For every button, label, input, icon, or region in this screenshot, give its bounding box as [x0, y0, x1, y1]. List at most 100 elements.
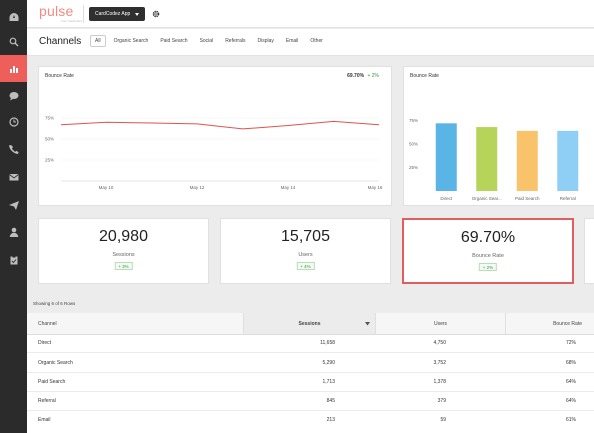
bar	[476, 127, 498, 191]
rows-info: Showing 6 of 6 Rows	[33, 301, 76, 306]
sidebar-item-users[interactable]	[0, 218, 27, 245]
cell-users: 1,378	[433, 378, 446, 385]
kpi-sessions[interactable]: 20,980 Sessions + 3%	[38, 218, 209, 284]
tab-other[interactable]: Other	[310, 38, 323, 44]
cell-bounce-rate: 61%	[565, 416, 576, 423]
bar-chart: 75% 50% 25% Direct Organic Sear... Paid Searc…	[409, 118, 579, 201]
cell-sessions: 11,658	[320, 339, 335, 346]
cell-users: 4,750	[433, 339, 446, 346]
tab-email[interactable]: Email	[285, 38, 299, 44]
row-divider	[27, 391, 594, 392]
y-tick-label: 25%	[45, 158, 54, 163]
cell-channel: Organic Search	[38, 359, 73, 366]
kpi-bounce-rate[interactable]: 69.70% Bounce Rate + 2%	[402, 218, 574, 284]
sort-desc-icon[interactable]	[365, 322, 370, 326]
kpi-delta-badge: + 3%	[114, 262, 133, 270]
sidebar	[0, 0, 27, 433]
sidebar-item-send[interactable]	[0, 191, 27, 218]
sidebar-item-chat[interactable]	[0, 82, 27, 109]
cell-sessions: 845	[326, 397, 335, 404]
clock-icon	[8, 116, 19, 127]
line-chart: 75% 50% 25% May 10 May 12 May 14 May 16	[45, 116, 383, 191]
app-selector-dropdown[interactable]: CardCodez App	[89, 7, 146, 21]
bounce-rate-line-card: Bounce Rate 69.70% + 2% 75% 50% 25% May 10 M…	[38, 66, 392, 206]
kpi-delta-badge: + 2%	[478, 263, 498, 271]
bar	[435, 123, 457, 191]
sidebar-item-tasks[interactable]	[0, 246, 27, 273]
y-tick-label: 50%	[409, 142, 418, 147]
cell-users: 379	[437, 397, 446, 404]
cell-bounce-rate: 64%	[565, 378, 576, 385]
bar-card-title: Bounce Rate	[410, 73, 439, 79]
x-tick-label: May 10	[99, 185, 114, 190]
bounce-rate-summary: 69.70% + 2%	[347, 73, 379, 79]
app-selector-label: CardCodez App	[95, 11, 131, 17]
x-tick-label: Paid Search	[515, 196, 540, 201]
sidebar-item-mail[interactable]	[0, 163, 27, 190]
cell-users: 59	[440, 416, 446, 423]
column-header-users[interactable]: Users	[376, 313, 506, 335]
dashboard-icon	[9, 12, 18, 21]
sidebar-item-history[interactable]	[0, 108, 27, 135]
x-tick-label: May 12	[190, 185, 205, 190]
column-header-channel[interactable]: Channel	[27, 313, 244, 335]
cell-channel: Paid Search	[38, 378, 66, 385]
tab-organic-search[interactable]: Organic Search	[113, 38, 149, 44]
row-divider	[27, 372, 594, 373]
tab-display[interactable]: Display	[257, 38, 274, 44]
channel-tabs: All Organic Search Paid Search Social Re…	[90, 35, 331, 47]
column-header-sessions[interactable]: Sessions	[244, 313, 376, 335]
series-line	[60, 120, 380, 130]
bounce-rate-delta: + 2%	[367, 73, 379, 79]
search-icon	[9, 37, 18, 46]
top-bar: pulse from Cardcodez CardCodez App	[27, 0, 594, 28]
bounce-rate-value: 69.70%	[347, 73, 365, 79]
kpi-label: Bounce Rate	[472, 253, 504, 259]
kpi-value: 20,980	[99, 228, 148, 245]
bar	[516, 130, 538, 191]
channels-bar: Channels All Organic Search Paid Search …	[27, 29, 594, 56]
y-tick-label: 25%	[409, 165, 418, 170]
caret-down-icon	[135, 12, 140, 16]
tab-referrals[interactable]: Referrals	[225, 38, 246, 44]
gear-icon[interactable]	[152, 10, 160, 18]
y-tick-label: 75%	[409, 118, 418, 123]
x-tick-label: May 16	[368, 185, 383, 190]
cell-sessions: 5,290	[322, 359, 335, 366]
mail-icon	[8, 173, 19, 180]
tab-paid-search[interactable]: Paid Search	[160, 38, 188, 44]
divider	[83, 5, 84, 23]
column-header-bounce-rate[interactable]: Bounce Rate	[506, 313, 594, 335]
kpi-users[interactable]: 15,705 Users + 4%	[220, 218, 391, 284]
tab-all[interactable]: All	[90, 35, 106, 47]
cell-channel: Email	[38, 416, 51, 423]
kpi-partial-card[interactable]	[584, 218, 594, 284]
tab-social[interactable]: Social	[199, 38, 214, 44]
x-tick-label: Referral	[560, 196, 576, 201]
cell-bounce-rate: 72%	[565, 339, 576, 346]
y-tick-label: 50%	[45, 137, 54, 142]
cell-sessions: 1,713	[322, 378, 335, 385]
clipboard-icon	[10, 255, 17, 264]
sidebar-item-calls[interactable]	[0, 135, 27, 162]
kpi-label: Users	[298, 252, 313, 258]
send-icon	[8, 200, 19, 210]
column-header-label: Sessions	[298, 320, 321, 327]
phone-icon	[8, 144, 19, 154]
kpi-delta-badge: + 4%	[296, 262, 315, 270]
x-tick-label: May 14	[281, 185, 296, 190]
row-divider	[27, 352, 594, 353]
cell-channel: Direct	[38, 339, 52, 346]
pulse-logo: pulse	[39, 3, 74, 19]
kpi-value: 69.70%	[460, 229, 516, 246]
sidebar-item-analytics[interactable]	[0, 55, 27, 82]
x-tick-label: Organic Sear...	[472, 196, 502, 201]
chat-icon	[9, 91, 18, 100]
row-divider	[27, 410, 594, 411]
sidebar-item-search[interactable]	[0, 28, 27, 55]
cell-bounce-rate: 68%	[565, 359, 576, 366]
user-icon	[9, 227, 18, 237]
page-title: Channels	[39, 36, 82, 47]
sidebar-item-dashboard[interactable]	[0, 3, 27, 30]
y-tick-label: 75%	[45, 116, 54, 121]
